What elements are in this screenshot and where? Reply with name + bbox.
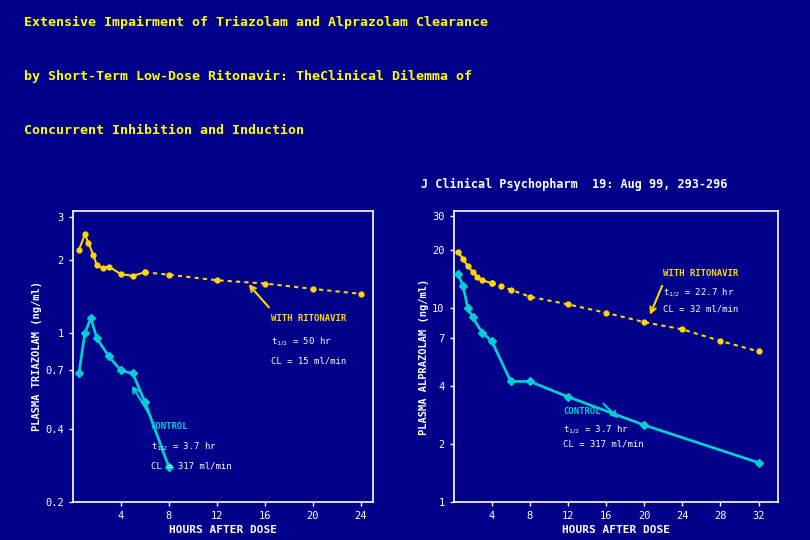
Text: t$_{1/2}$ = 3.7 hr: t$_{1/2}$ = 3.7 hr bbox=[151, 441, 217, 453]
Text: WITH RITONAVIR: WITH RITONAVIR bbox=[271, 314, 346, 323]
X-axis label: HOURS AFTER DOSE: HOURS AFTER DOSE bbox=[561, 525, 670, 535]
Text: Extensive Impairment of Triazolam and Alprazolam Clearance: Extensive Impairment of Triazolam and Al… bbox=[24, 16, 488, 29]
Text: CL = 317 ml/min: CL = 317 ml/min bbox=[151, 461, 232, 470]
Text: CL = 15 ml/min: CL = 15 ml/min bbox=[271, 356, 346, 366]
Text: CONTROL: CONTROL bbox=[563, 407, 601, 416]
Text: t$_{1/2}$ = 3.7 hr: t$_{1/2}$ = 3.7 hr bbox=[563, 423, 629, 436]
Y-axis label: PLASMA TRIAZOLAM (ng/ml): PLASMA TRIAZOLAM (ng/ml) bbox=[32, 281, 42, 431]
Text: J Clinical Psychopharm  19: Aug 99, 293-296: J Clinical Psychopharm 19: Aug 99, 293-2… bbox=[421, 178, 727, 191]
Text: by Short-Term Low-Dose Ritonavir: TheClinical Dilemma of: by Short-Term Low-Dose Ritonavir: TheCli… bbox=[24, 70, 472, 83]
Text: CL = 32 ml/min: CL = 32 ml/min bbox=[663, 305, 739, 313]
Y-axis label: PLASMA ALPRAZOLAM (ng/ml): PLASMA ALPRAZOLAM (ng/ml) bbox=[420, 278, 429, 435]
Text: WITH RITONAVIR: WITH RITONAVIR bbox=[663, 269, 739, 278]
Text: t$_{1/2}$ = 50 hr: t$_{1/2}$ = 50 hr bbox=[271, 335, 331, 348]
Text: t$_{1/2}$ = 22.7 hr: t$_{1/2}$ = 22.7 hr bbox=[663, 286, 735, 299]
Text: Concurrent Inhibition and Induction: Concurrent Inhibition and Induction bbox=[24, 124, 305, 137]
Text: CL = 317 ml/min: CL = 317 ml/min bbox=[563, 440, 644, 449]
X-axis label: HOURS AFTER DOSE: HOURS AFTER DOSE bbox=[168, 525, 277, 535]
Text: CONTROL: CONTROL bbox=[151, 422, 189, 431]
